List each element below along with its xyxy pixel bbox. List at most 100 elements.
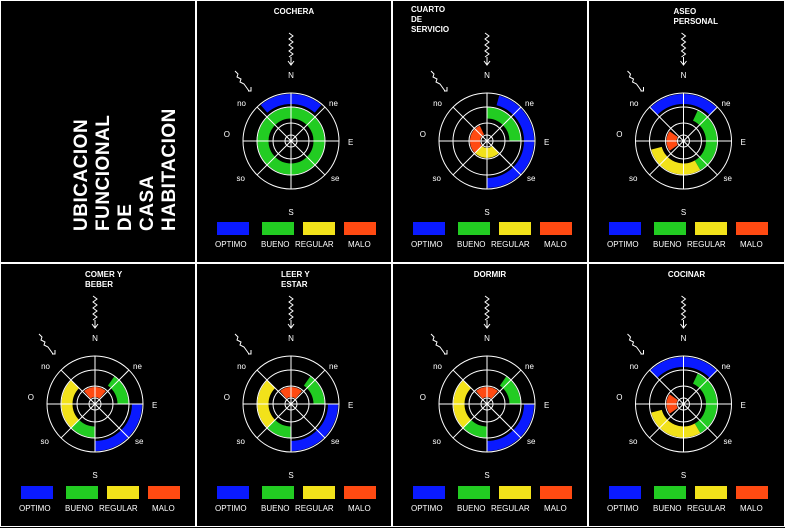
legend-swatch-regular [499, 486, 531, 499]
legend-label-bueno: BUENO [653, 240, 681, 249]
legend-label-bueno: BUENO [457, 240, 485, 249]
compass-label-so: so [41, 437, 50, 446]
compass-label-se: se [135, 437, 144, 446]
compass-label-n: N [681, 334, 687, 343]
compass-spoke [290, 140, 326, 176]
compass-label-o: O [420, 130, 426, 139]
compass-label-se: se [527, 174, 536, 183]
title-line-4: CASA [137, 175, 158, 231]
compass-label-ne: ne [722, 362, 731, 371]
panel-title: COCHERA [273, 7, 315, 16]
compass-label-e: E [741, 401, 746, 410]
legend-swatch-malo [344, 222, 376, 235]
compass-label-no: no [630, 99, 639, 108]
compass-label-s: S [484, 471, 489, 480]
legend-swatch-bueno [654, 486, 686, 499]
sun-arrow-icon [430, 333, 448, 355]
legend-label-optimo: OPTIMO [215, 504, 247, 513]
orientation-arc [692, 110, 717, 171]
legend-label-optimo: OPTIMO [215, 240, 247, 249]
legend-swatch-regular [695, 222, 727, 235]
wind-icon [680, 295, 687, 329]
compass-label-ne: ne [525, 362, 534, 371]
compass-diagram: N S E Ono ne so se OPTIMO BUENO REGULAR MALO [607, 32, 768, 249]
compass-diagram: N S E Ono ne so se OPTIMO BUENO REGULAR MALO [411, 295, 572, 513]
legend-label-regular: REGULAR [687, 240, 726, 249]
compass-spoke [683, 403, 718, 439]
compass-spoke [649, 106, 684, 142]
sun-arrow-icon [627, 70, 644, 92]
compass-spoke [486, 140, 522, 176]
legend-swatch-bueno [262, 222, 294, 235]
compass-label-so: so [629, 437, 638, 446]
compass-label-no: no [237, 362, 246, 371]
legend-swatch-bueno [262, 486, 294, 499]
orientation-arc [71, 419, 96, 438]
legend-swatch-regular [303, 486, 335, 499]
sun-arrow-icon [234, 70, 252, 92]
compass-spoke [290, 106, 326, 142]
compass-diagram: N S E Ono ne so se OPTIMO BUENO REGULAR MALO [215, 32, 376, 249]
legend-label-regular: REGULAR [491, 504, 530, 513]
panel-title: LEER Y ESTAR [281, 270, 310, 289]
compass-label-so: so [237, 174, 246, 183]
compass-label-so: so [433, 174, 442, 183]
compass-label-ne: ne [329, 362, 338, 371]
compass-spoke [486, 403, 522, 439]
orientation-arc [499, 376, 521, 405]
compass-spoke [290, 369, 326, 405]
compass-spoke [60, 369, 96, 405]
compass-label-se: se [331, 437, 340, 446]
legend-label-malo: MALO [152, 504, 175, 513]
compass-label-no: no [237, 99, 246, 108]
orientation-arc [651, 409, 701, 438]
wind-icon [680, 32, 687, 66]
compass-label-e: E [544, 138, 549, 147]
legend-swatch-optimo [609, 222, 641, 235]
compass-label-e: E [152, 401, 157, 410]
legend-swatch-malo [736, 222, 768, 235]
panel-title: CUARTO DE SERVICIO [411, 5, 450, 34]
legend-swatch-optimo [413, 222, 445, 235]
legend-swatch-optimo [217, 222, 249, 235]
sun-arrow-icon [38, 333, 56, 355]
compass-spoke [256, 369, 292, 405]
compass-label-e: E [348, 401, 353, 410]
compass-label-n: N [92, 334, 98, 343]
legend-label-bueno: BUENO [261, 504, 289, 513]
compass-diagram: N S E Ono ne so se OPTIMO BUENO REGULAR MALO [19, 295, 180, 513]
legend-label-regular: REGULAR [687, 504, 726, 513]
orientation-arc [303, 376, 325, 405]
legend-swatch-bueno [66, 486, 98, 499]
compass-diagram: N S E Ono ne so se OPTIMO BUENO REGULAR MALO [607, 295, 768, 513]
compass-spoke [256, 106, 292, 142]
compass-label-o: O [224, 130, 230, 139]
compass-label-e: E [348, 138, 353, 147]
legend-swatch-regular [695, 486, 727, 499]
compass-spoke [452, 140, 488, 176]
compass-label-n: N [484, 71, 490, 80]
title-panel: UBICACION FUNCIONAL DE CASA HABITACION [0, 0, 196, 263]
compass-label-no: no [41, 362, 50, 371]
compass-spoke [60, 403, 96, 439]
compass-label-ne: ne [133, 362, 142, 371]
legend-swatch-malo [344, 486, 376, 499]
compass-spoke [683, 140, 718, 176]
legend-swatch-optimo [21, 486, 53, 499]
legend-swatch-malo [540, 486, 572, 499]
orientation-arc [692, 373, 717, 434]
orientation-arc [267, 419, 292, 438]
panel-title: ASEO PERSONAL [673, 7, 718, 26]
compass-spoke [683, 106, 718, 142]
compass-spoke [452, 106, 488, 142]
compass-spoke [649, 403, 684, 439]
compass-label-o: O [616, 393, 622, 402]
legend-swatch-regular [303, 222, 335, 235]
legend-label-malo: MALO [348, 504, 371, 513]
compass-label-o: O [420, 393, 426, 402]
legend-label-regular: REGULAR [295, 240, 334, 249]
